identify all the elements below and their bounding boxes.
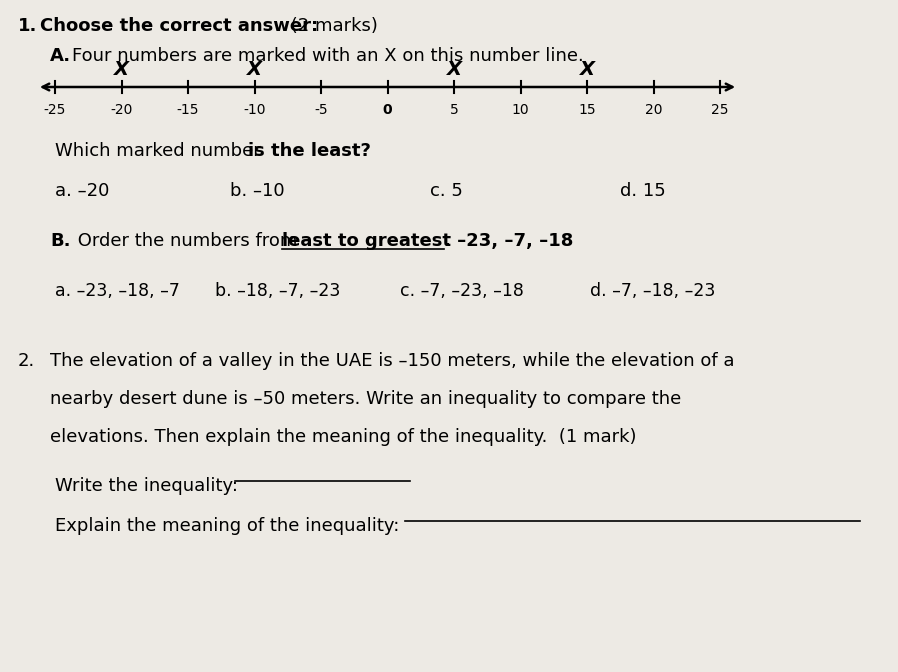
Text: The elevation of a valley in the UAE is –150 meters, while the elevation of a: The elevation of a valley in the UAE is … — [50, 352, 735, 370]
Text: a. –20: a. –20 — [55, 182, 110, 200]
Text: 5: 5 — [450, 103, 458, 117]
Text: X: X — [114, 60, 129, 79]
Text: B.: B. — [50, 232, 71, 250]
Text: b. –10: b. –10 — [230, 182, 285, 200]
Text: -10: -10 — [243, 103, 266, 117]
Text: X: X — [446, 60, 462, 79]
Text: 25: 25 — [711, 103, 729, 117]
Text: 2.: 2. — [18, 352, 35, 370]
Text: elevations. Then explain the meaning of the inequality.  (1 mark): elevations. Then explain the meaning of … — [50, 428, 637, 446]
Text: d. –7, –18, –23: d. –7, –18, –23 — [590, 282, 716, 300]
Text: nearby desert dune is –50 meters. Write an inequality to compare the: nearby desert dune is –50 meters. Write … — [50, 390, 682, 408]
Text: c. 5: c. 5 — [430, 182, 462, 200]
Text: 20: 20 — [645, 103, 662, 117]
Text: 10: 10 — [512, 103, 529, 117]
Text: A.: A. — [50, 47, 71, 65]
Text: least to greatest: least to greatest — [282, 232, 451, 250]
Text: . –23, –7, –18: . –23, –7, –18 — [444, 232, 574, 250]
Text: -5: -5 — [314, 103, 328, 117]
Text: Four numbers are marked with an X on this number line.: Four numbers are marked with an X on thi… — [72, 47, 584, 65]
Text: b. –18, –7, –23: b. –18, –7, –23 — [215, 282, 340, 300]
Text: 0: 0 — [383, 103, 392, 117]
Text: X: X — [579, 60, 594, 79]
Text: a. –23, –18, –7: a. –23, –18, –7 — [55, 282, 180, 300]
Text: (2 marks): (2 marks) — [285, 17, 378, 35]
Text: c. –7, –23, –18: c. –7, –23, –18 — [400, 282, 524, 300]
Text: Write the inequality:: Write the inequality: — [55, 477, 243, 495]
Text: is the least?: is the least? — [248, 142, 371, 160]
Text: 15: 15 — [578, 103, 595, 117]
Text: Order the numbers from: Order the numbers from — [72, 232, 304, 250]
Text: -15: -15 — [177, 103, 199, 117]
Text: Choose the correct answer:: Choose the correct answer: — [40, 17, 318, 35]
Text: 1.: 1. — [18, 17, 38, 35]
Text: Explain the meaning of the inequality:: Explain the meaning of the inequality: — [55, 517, 405, 535]
Text: d. 15: d. 15 — [620, 182, 665, 200]
Text: -20: -20 — [110, 103, 133, 117]
Text: -25: -25 — [44, 103, 66, 117]
Text: X: X — [247, 60, 262, 79]
Text: Which marked number: Which marked number — [55, 142, 267, 160]
